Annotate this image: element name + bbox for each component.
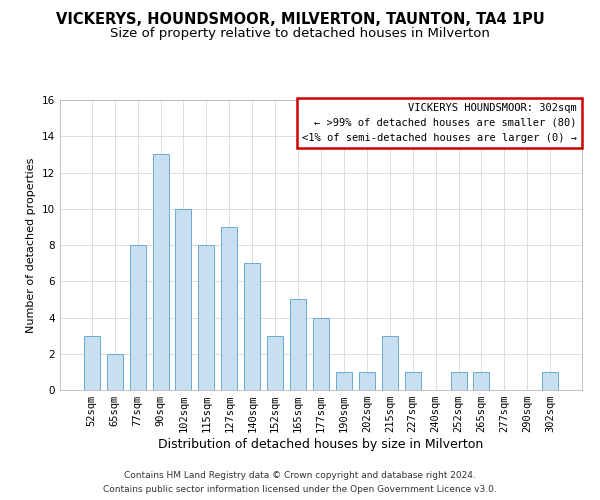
X-axis label: Distribution of detached houses by size in Milverton: Distribution of detached houses by size …	[158, 438, 484, 451]
Bar	[84, 336, 100, 390]
Bar	[359, 372, 375, 390]
Bar	[336, 372, 352, 390]
Bar	[382, 336, 398, 390]
Bar	[451, 372, 467, 390]
Text: Contains HM Land Registry data © Crown copyright and database right 2024.: Contains HM Land Registry data © Crown c…	[124, 472, 476, 480]
Bar	[175, 209, 191, 390]
Bar	[107, 354, 122, 390]
Bar	[267, 336, 283, 390]
Bar	[152, 154, 169, 390]
Bar	[542, 372, 558, 390]
Bar	[404, 372, 421, 390]
Bar	[290, 300, 306, 390]
Bar	[244, 263, 260, 390]
Bar	[473, 372, 490, 390]
Y-axis label: Number of detached properties: Number of detached properties	[26, 158, 37, 332]
Text: Size of property relative to detached houses in Milverton: Size of property relative to detached ho…	[110, 28, 490, 40]
Bar	[313, 318, 329, 390]
Bar	[199, 245, 214, 390]
Bar	[221, 227, 238, 390]
Text: Contains public sector information licensed under the Open Government Licence v3: Contains public sector information licen…	[103, 486, 497, 494]
Text: VICKERYS, HOUNDSMOOR, MILVERTON, TAUNTON, TA4 1PU: VICKERYS, HOUNDSMOOR, MILVERTON, TAUNTON…	[56, 12, 544, 28]
Bar	[130, 245, 146, 390]
Text: VICKERYS HOUNDSMOOR: 302sqm
← >99% of detached houses are smaller (80)
<1% of se: VICKERYS HOUNDSMOOR: 302sqm ← >99% of de…	[302, 103, 577, 142]
